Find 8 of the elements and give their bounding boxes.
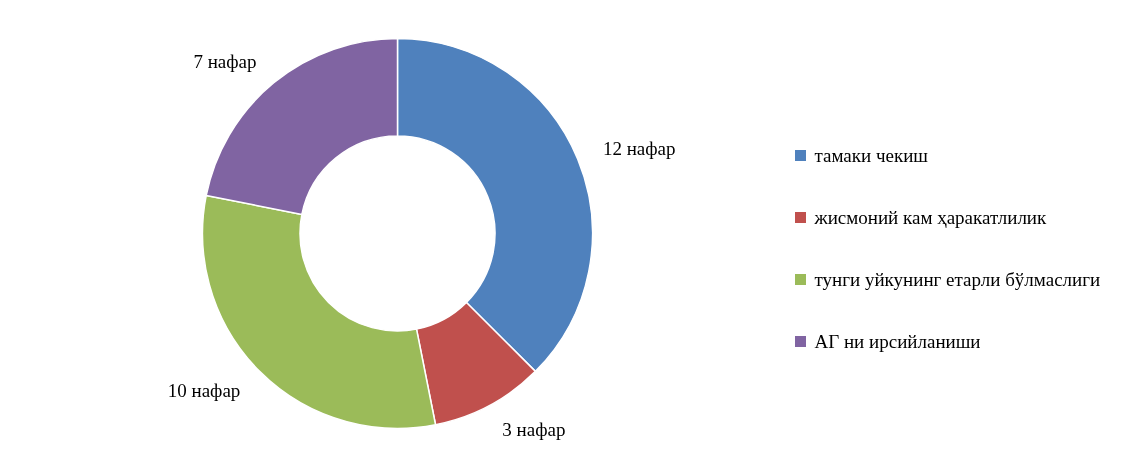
data-label: 3 нафар — [502, 419, 566, 441]
data-label: 12 нафар — [602, 137, 676, 159]
legend-label: жисмоний кам ҳаракатлилик — [813, 207, 1048, 228]
legend-label: тамаки чекиш — [814, 145, 929, 166]
data-label: 7 нафар — [193, 51, 257, 73]
data-label: 10 нафар — [167, 380, 241, 402]
legend-label: АГ ни ирсийланиши — [814, 331, 981, 352]
legend-label: тунги уйкунинг етарли бўлмаслиги — [814, 269, 1101, 290]
